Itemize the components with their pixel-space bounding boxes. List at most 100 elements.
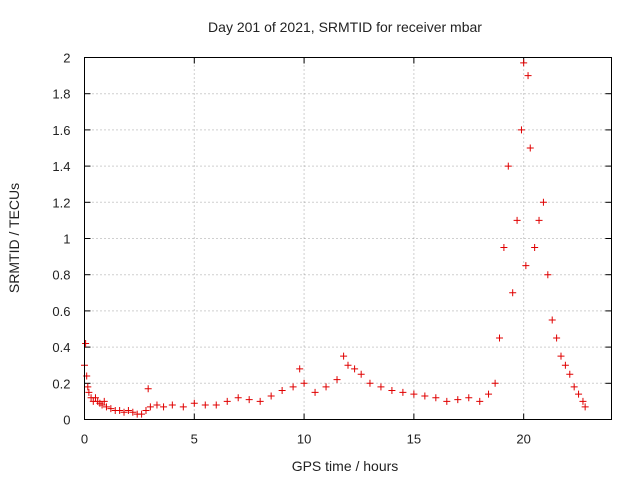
y-tick-labels: 0 0.2 0.4 0.6 0.8 1 1.2 1.4 1.6 1.8 2	[52, 51, 70, 428]
data-point	[410, 390, 418, 398]
data-point	[340, 352, 348, 360]
data-point	[526, 144, 534, 152]
x-tick-label: 5	[191, 432, 198, 447]
data-point	[120, 408, 128, 416]
data-point	[421, 392, 429, 400]
data-point	[575, 390, 583, 398]
data-point	[566, 370, 574, 378]
data-point	[500, 244, 508, 252]
data-point	[98, 401, 106, 409]
chart-title: Day 201 of 2021, SRMTID for receiver mba…	[208, 19, 482, 35]
data-point	[267, 392, 275, 400]
data-point	[311, 388, 319, 396]
data-point	[245, 396, 253, 404]
data-point	[366, 379, 374, 387]
data-point	[160, 403, 168, 411]
data-point	[509, 289, 517, 297]
data-point	[100, 397, 108, 405]
data-point	[142, 406, 150, 414]
data-point	[107, 405, 115, 413]
x-tick-label: 20	[516, 432, 530, 447]
series-srmtid	[81, 59, 589, 418]
data-point	[465, 394, 473, 402]
data-point	[399, 388, 407, 396]
data-point	[296, 365, 304, 373]
data-point	[520, 59, 528, 67]
data-point	[496, 334, 504, 342]
y-tick-label: 1.2	[52, 195, 70, 210]
data-point	[322, 383, 330, 391]
data-point	[179, 403, 187, 411]
data-point	[223, 397, 231, 405]
data-point	[289, 383, 297, 391]
data-point	[432, 394, 440, 402]
data-point	[535, 216, 543, 224]
data-point	[144, 385, 152, 393]
data-point	[485, 390, 493, 398]
y-tick-label: 0.8	[52, 268, 70, 283]
y-tick-label: 1.4	[52, 159, 70, 174]
data-point	[561, 361, 569, 369]
data-point	[234, 394, 242, 402]
data-point	[85, 388, 93, 396]
data-point	[102, 403, 110, 411]
data-points	[81, 59, 589, 418]
data-point	[513, 216, 521, 224]
data-point	[531, 244, 539, 252]
data-point	[190, 399, 198, 407]
y-tick-label: 0.6	[52, 304, 70, 319]
data-point	[201, 401, 209, 409]
data-point	[476, 397, 484, 405]
data-point	[524, 72, 532, 80]
data-point	[351, 365, 359, 373]
data-point	[344, 361, 352, 369]
y-tick-label: 2	[63, 51, 70, 66]
y-tick-label: 1.6	[52, 123, 70, 138]
data-point	[388, 387, 396, 395]
y-tick-label: 0.4	[52, 340, 70, 355]
data-point	[517, 126, 525, 134]
data-point	[124, 406, 132, 414]
data-point	[300, 379, 308, 387]
data-point	[116, 406, 124, 414]
grid-lines	[84, 57, 612, 420]
data-point	[138, 410, 146, 418]
data-point	[491, 379, 499, 387]
x-axis-label: GPS time / hours	[292, 458, 399, 474]
data-point	[579, 397, 587, 405]
x-tick-label: 10	[297, 432, 311, 447]
y-tick-label: 1	[63, 232, 70, 247]
x-tick-label: 15	[407, 432, 421, 447]
data-point	[539, 198, 547, 206]
data-point	[544, 271, 552, 279]
data-point	[91, 394, 99, 402]
data-point	[146, 403, 154, 411]
data-point	[84, 383, 92, 391]
data-point	[570, 383, 578, 391]
data-point	[377, 383, 385, 391]
data-point	[256, 397, 264, 405]
data-point	[553, 334, 561, 342]
y-tick-label: 1.8	[52, 87, 70, 102]
data-point	[504, 162, 512, 170]
y-tick-label: 0	[63, 413, 70, 428]
x-tick-labels: 0 5 10 15 20	[81, 432, 531, 447]
data-point	[454, 396, 462, 404]
data-point	[522, 262, 530, 270]
data-point	[357, 370, 365, 378]
data-point	[443, 397, 451, 405]
data-point	[82, 339, 90, 347]
data-point	[212, 401, 220, 409]
data-point	[129, 408, 137, 416]
x-tick-label: 0	[81, 432, 88, 447]
data-point	[168, 401, 176, 409]
data-point	[548, 316, 556, 324]
data-point	[278, 387, 286, 395]
plot-frame	[84, 57, 612, 420]
data-point	[333, 376, 341, 384]
y-tick-label: 0.2	[52, 376, 70, 391]
data-point	[557, 352, 565, 360]
y-axis-label: SRMTID / TECUs	[6, 183, 22, 293]
data-point	[581, 403, 589, 411]
